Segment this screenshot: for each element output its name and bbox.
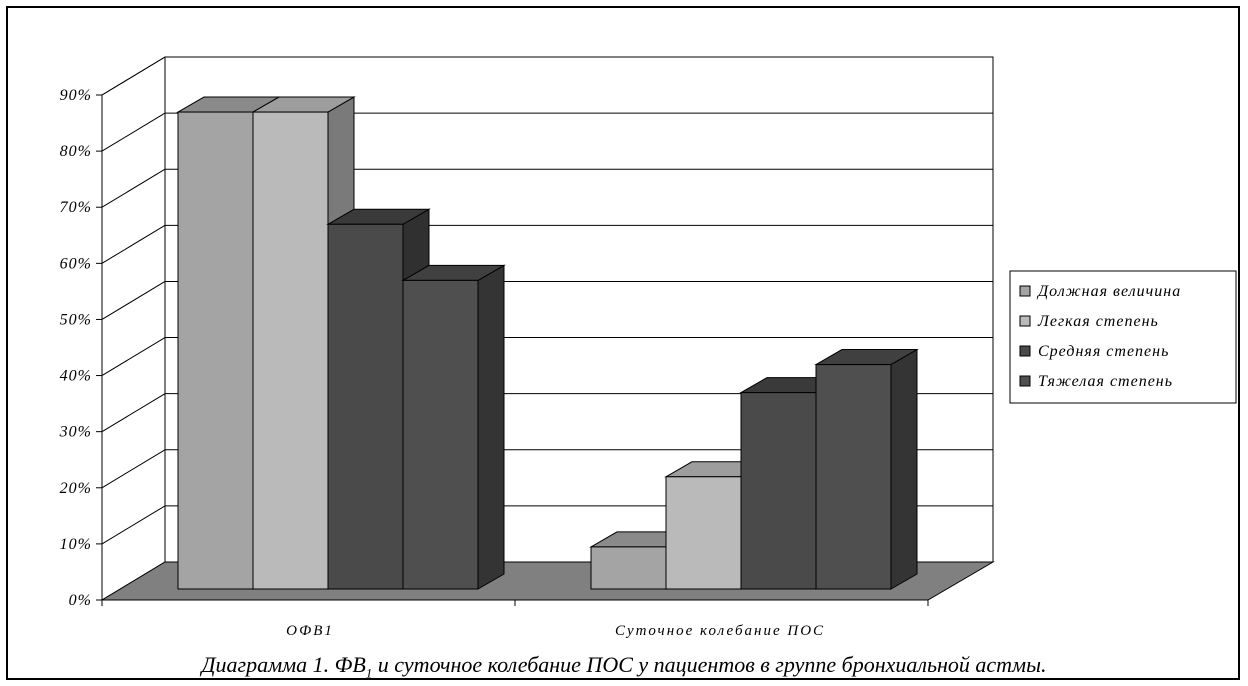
x-category-label: Суточное колебание ПОС [615, 623, 825, 639]
caption-subscript: 1 [365, 665, 373, 681]
y-tick-label: 60% [60, 255, 92, 272]
y-tick-label: 40% [60, 368, 92, 385]
bar-side [890, 348, 918, 590]
bar [177, 111, 254, 590]
bar [665, 476, 742, 590]
side-gridline [101, 224, 166, 264]
side-gridline [101, 281, 166, 320]
side-wall [101, 56, 166, 600]
y-tick-label: 30% [59, 424, 92, 441]
y-tick-label: 90% [60, 87, 92, 104]
legend-swatch [1019, 345, 1031, 357]
bar [815, 364, 892, 590]
side-gridline [101, 449, 166, 489]
y-tick-label: 50% [60, 311, 92, 328]
legend-box [1009, 270, 1237, 404]
legend-label: Легкая степень [1037, 313, 1159, 330]
legend-label: Тяжелая степень [1038, 373, 1173, 390]
caption-suffix: и суточное колебание ПОС у пациентов в г… [372, 652, 1047, 677]
side-gridline [101, 168, 166, 208]
legend-label: Должная величина [1036, 283, 1181, 300]
y-tick-label: 0% [69, 592, 92, 609]
legend-label: Средняя степень [1038, 343, 1169, 360]
bar-side [477, 264, 505, 590]
legend-swatch [1019, 375, 1031, 387]
bar [740, 392, 817, 590]
caption-prefix: Диаграмма 1. ФВ [201, 652, 366, 677]
y-tick-label: 80% [60, 143, 92, 160]
y-tick-label: 20% [60, 480, 92, 497]
bar [327, 223, 404, 590]
side-gridline [101, 505, 166, 545]
bar [252, 111, 329, 590]
y-tick-label: 70% [60, 199, 92, 216]
legend-swatch [1019, 285, 1031, 297]
side-gridline [101, 393, 166, 433]
side-gridline [101, 337, 166, 376]
bar [402, 279, 479, 590]
bar [590, 546, 667, 590]
side-gridline [101, 56, 166, 96]
side-gridline [101, 112, 166, 152]
figure-caption: Диаграмма 1. ФВ1 и суточное колебание ПО… [0, 652, 1248, 681]
legend-swatch [1019, 315, 1031, 327]
x-category-label: ОФВ1 [286, 623, 334, 639]
y-tick-label: 10% [60, 536, 92, 553]
